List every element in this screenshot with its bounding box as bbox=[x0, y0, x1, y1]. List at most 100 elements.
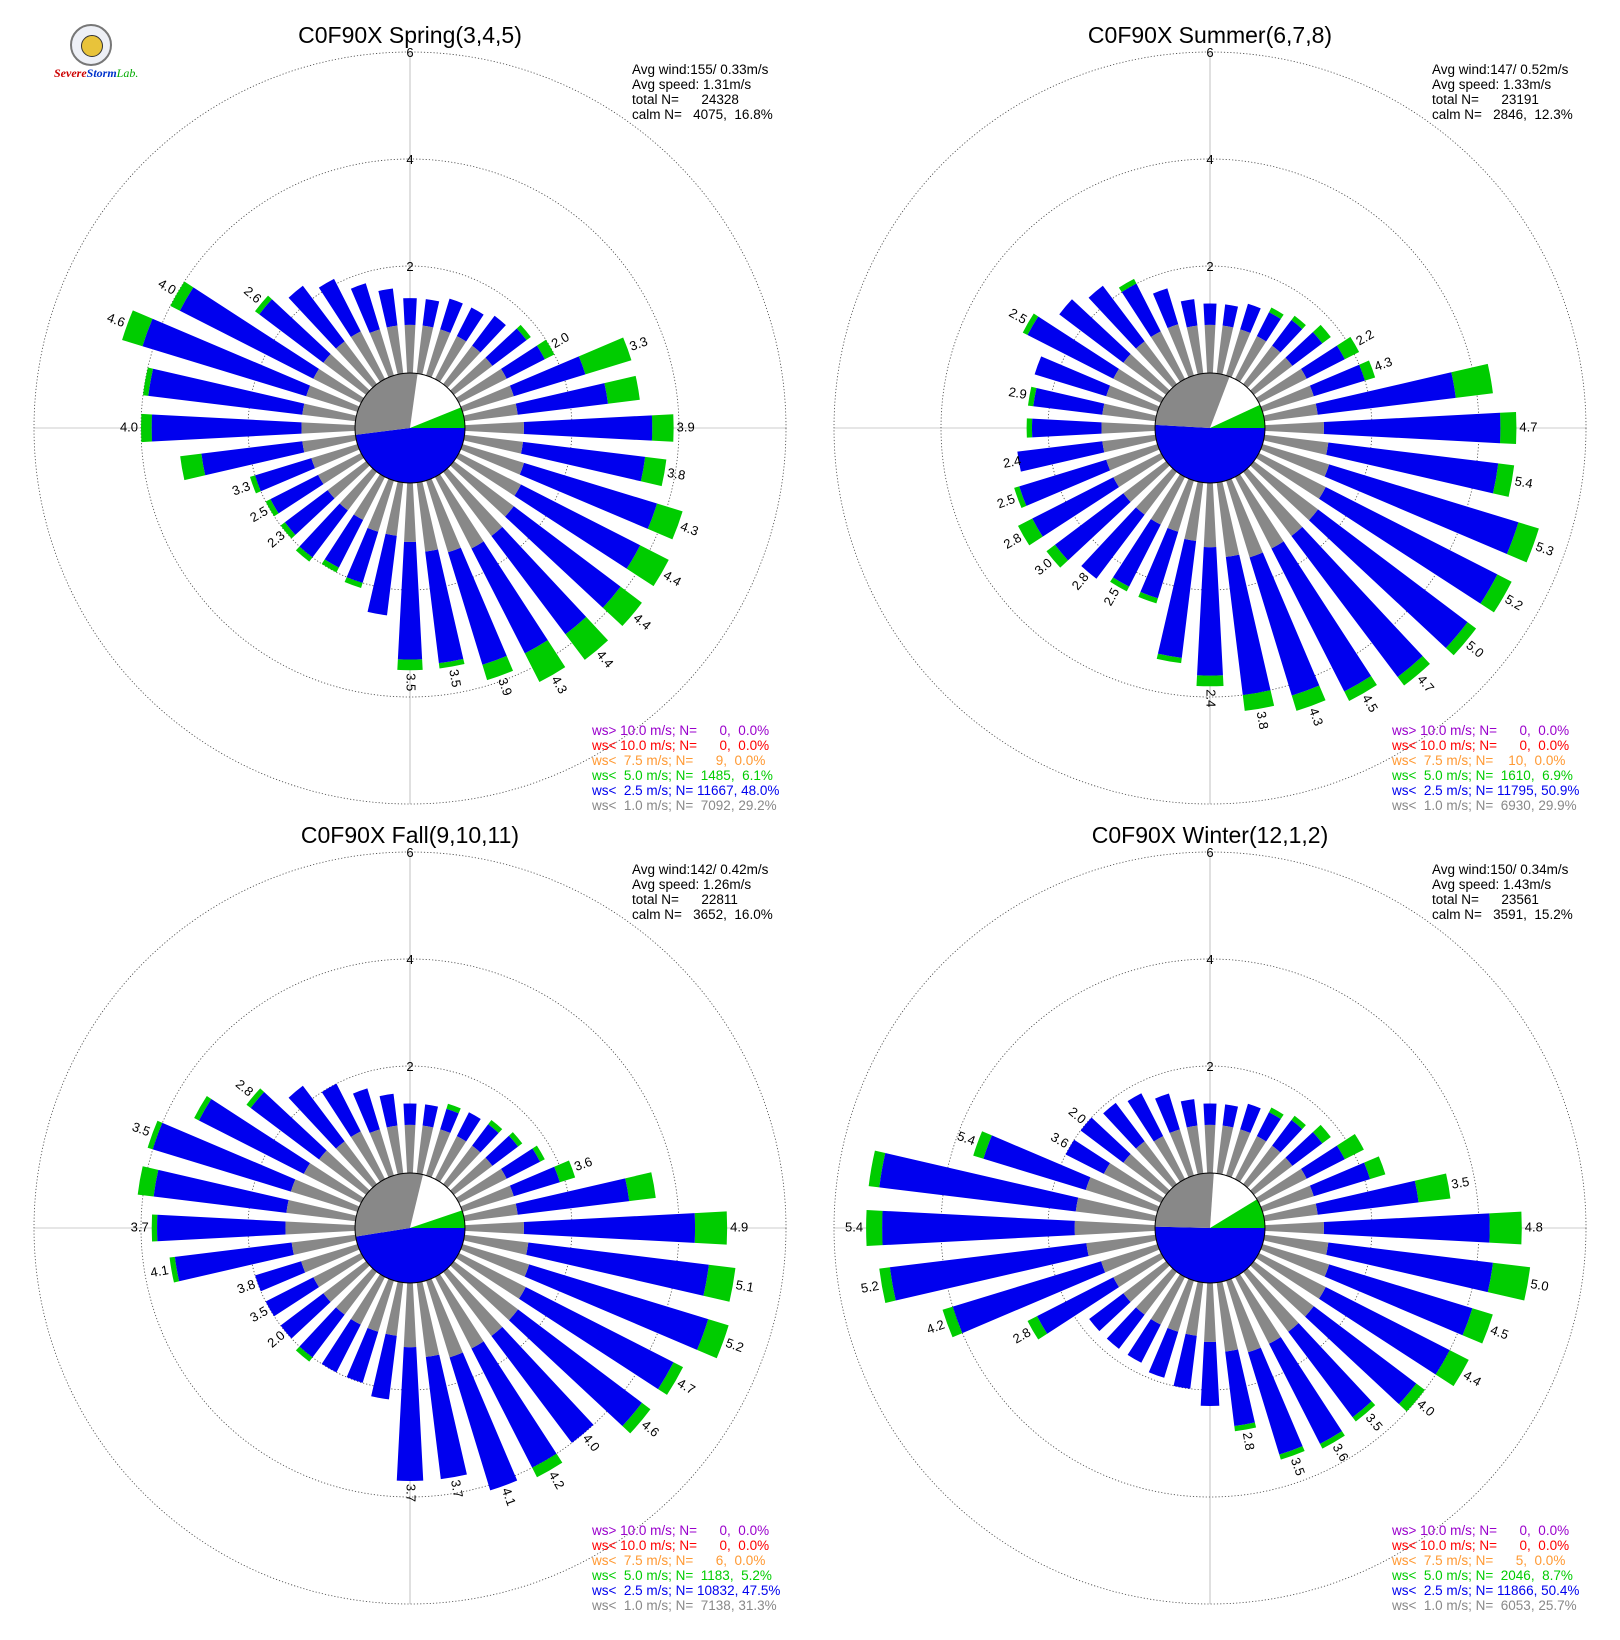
bar-segment-lt2_5 bbox=[250, 1091, 327, 1160]
bar-segment-lt1 bbox=[303, 1163, 364, 1204]
bar-value-label: 4.4 bbox=[594, 647, 617, 670]
bar-segment-lt1 bbox=[1216, 481, 1240, 557]
bar-segment-lt1 bbox=[301, 1244, 360, 1273]
bar-segment-lt2_5 bbox=[1089, 1293, 1131, 1332]
bar-segment-lt5 bbox=[536, 339, 555, 360]
grid-ring bbox=[33, 851, 787, 1605]
radial-tick-label: 2 bbox=[406, 259, 413, 274]
bar-segment-lt2_5 bbox=[1065, 1139, 1111, 1174]
bar-segment-lt5 bbox=[651, 414, 674, 442]
bar-value-label: 2.4 bbox=[1204, 689, 1219, 707]
bar-value-label: 4.4 bbox=[661, 567, 684, 589]
bar-segment-lt1 bbox=[1101, 422, 1156, 434]
bar-value-label: 3.9 bbox=[677, 419, 695, 434]
grid-ring bbox=[833, 51, 1587, 805]
bar-segment-lt5 bbox=[1014, 486, 1027, 509]
legend-entry: ws< 1.0 m/s; N= 6053, 25.7% bbox=[1391, 1598, 1577, 1613]
bar-segment-lt5 bbox=[1027, 1316, 1048, 1340]
bar-segment-lt5 bbox=[524, 640, 566, 682]
bar-segment-lt5 bbox=[1017, 518, 1043, 546]
bar-segment-lt2_5 bbox=[1173, 1333, 1197, 1389]
bar-segment-lt1 bbox=[1075, 1197, 1157, 1222]
bar-segment-lt2_5 bbox=[519, 462, 658, 529]
bar-segment-lt2_5 bbox=[952, 1261, 1106, 1334]
bar-segment-lt2_5 bbox=[515, 1178, 630, 1215]
bar-segment-lt2_5 bbox=[1140, 527, 1179, 599]
bar-segment-lt2_5 bbox=[1324, 1264, 1473, 1336]
bar-segment-lt2_5 bbox=[471, 1341, 557, 1468]
bar-segment-lt2_5 bbox=[1033, 387, 1105, 415]
bar-segment-lt5 bbox=[578, 337, 632, 375]
bar-segment-lt1 bbox=[302, 403, 357, 422]
bar-segment-lt1 bbox=[1086, 1234, 1157, 1257]
bar-segment-lt5 bbox=[1364, 1156, 1386, 1180]
bar-segment-lt5 bbox=[942, 1306, 963, 1338]
bar-segment-lt5 bbox=[622, 1402, 651, 1434]
bar-segment-lt2_5 bbox=[379, 1093, 398, 1128]
bar-value-label: 3.8 bbox=[666, 465, 686, 483]
bar-segment-lt2_5 bbox=[265, 1277, 320, 1317]
bar-value-label: 3.8 bbox=[235, 1276, 257, 1296]
bar-value-label: 2.5 bbox=[1007, 305, 1030, 327]
bar-segment-lt5 bbox=[280, 522, 296, 539]
bar-segment-lt1 bbox=[385, 1281, 404, 1336]
bar-segment-lt5 bbox=[249, 475, 261, 494]
bar-segment-lt2_5 bbox=[1300, 1145, 1345, 1179]
bar-segment-lt1 bbox=[443, 345, 481, 388]
bar-segment-lt2_5 bbox=[142, 318, 311, 397]
bar-segment-lt5 bbox=[1268, 1107, 1284, 1120]
bar-segment-lt1 bbox=[1260, 444, 1330, 477]
legend-entry: ws< 2.5 m/s; N= 10832, 47.5% bbox=[591, 1583, 780, 1598]
legend-entry: ws> 10.0 m/s; N= 0, 0.0% bbox=[1391, 723, 1569, 738]
bar-segment-lt2_5 bbox=[1285, 1132, 1323, 1166]
bar-segment-lt1 bbox=[456, 1252, 526, 1299]
bar-segment-lt2_5 bbox=[152, 1122, 296, 1192]
bar-segment-lt2_5 bbox=[299, 503, 348, 558]
bar-segment-lt1 bbox=[286, 1199, 357, 1222]
bar-segment-lt1 bbox=[403, 1282, 417, 1348]
bar-segment-lt2_5 bbox=[321, 1083, 361, 1138]
bar-segment-lt1 bbox=[369, 1129, 394, 1178]
legend-entry: ws< 10.0 m/s; N= 0, 0.0% bbox=[1391, 1538, 1569, 1553]
bar-segment-lt1 bbox=[426, 1278, 463, 1358]
bar-segment-lt1 bbox=[426, 329, 451, 378]
bar-value-label: 5.4 bbox=[845, 1219, 863, 1234]
bar-segment-lt1 bbox=[404, 482, 416, 542]
bar-value-label: 5.2 bbox=[724, 1335, 746, 1355]
bar-value-label: 5.2 bbox=[860, 1278, 880, 1296]
bar-segment-lt1 bbox=[1102, 434, 1157, 453]
bar-segment-lt1 bbox=[1123, 1261, 1170, 1302]
stats-line: total N= 22811 bbox=[632, 892, 738, 907]
bar-segment-lt1 bbox=[463, 1234, 529, 1255]
bar-segment-lt1 bbox=[1264, 422, 1324, 434]
bar-segment-lt2_5 bbox=[456, 1112, 481, 1142]
bar-segment-lt1 bbox=[1263, 403, 1318, 422]
bar-value-label: 4.7 bbox=[1519, 419, 1537, 434]
bar-segment-lt5 bbox=[482, 655, 514, 681]
bar-segment-lt1 bbox=[1136, 468, 1177, 515]
bar-segment-lt2_5 bbox=[288, 1085, 345, 1149]
bar-segment-lt1 bbox=[456, 1168, 507, 1204]
bar-segment-lt1 bbox=[1101, 1244, 1160, 1273]
bar-segment-lt2_5 bbox=[449, 1352, 518, 1491]
bar-value-label: 3.8 bbox=[1254, 710, 1272, 730]
bar-segment-lt5 bbox=[565, 616, 609, 660]
bar-segment-lt1 bbox=[1263, 1203, 1318, 1222]
bar-value-label: 5.1 bbox=[735, 1277, 755, 1295]
bar-segment-lt5 bbox=[973, 1131, 992, 1159]
bar-value-label: 3.5 bbox=[1363, 1410, 1386, 1433]
bar-value-label: 3.5 bbox=[446, 668, 464, 688]
bar-value-label: 4.5 bbox=[1359, 692, 1381, 715]
bar-value-label: 2.5 bbox=[1100, 585, 1122, 608]
bar-segment-lt2_5 bbox=[1127, 1318, 1161, 1363]
bar-segment-lt5 bbox=[1046, 544, 1069, 568]
bar-segment-lt5 bbox=[626, 545, 669, 587]
panel-title: C0F90X Winter(12,1,2) bbox=[1092, 822, 1328, 848]
bar-value-label: 2.8 bbox=[233, 1076, 256, 1099]
bar-value-label: 3.5 bbox=[247, 1303, 270, 1325]
bar-segment-lt2_5 bbox=[500, 345, 545, 379]
bar-segment-lt5 bbox=[1500, 411, 1517, 445]
bar-segment-lt1 bbox=[416, 1125, 434, 1175]
bar-segment-lt5 bbox=[1027, 386, 1037, 407]
bar-segment-lt2_5 bbox=[157, 1214, 286, 1242]
